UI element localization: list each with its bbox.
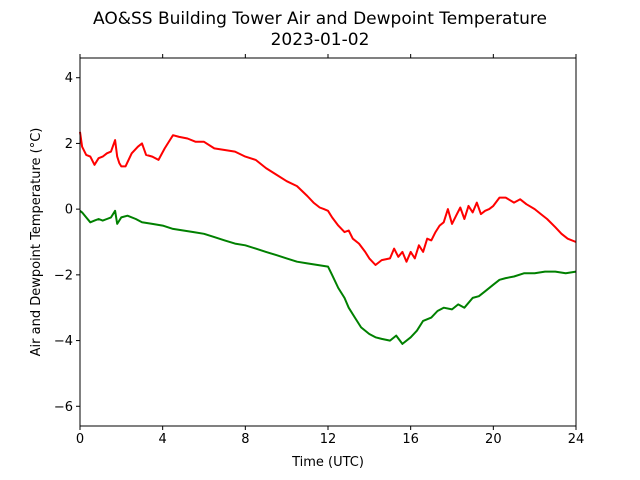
plot-series bbox=[79, 131, 577, 345]
x-tick-label: 12 bbox=[320, 432, 337, 447]
y-tick-label: −4 bbox=[54, 334, 73, 349]
chart-title: AO&SS Building Tower Air and Dewpoint Te… bbox=[93, 9, 547, 29]
plot-frame bbox=[79, 57, 577, 427]
y-axis-label: Air and Dewpoint Temperature (°C) bbox=[29, 128, 44, 357]
y-tick-label: 0 bbox=[65, 203, 73, 218]
series-line-0 bbox=[79, 131, 577, 266]
x-tick-label: 16 bbox=[402, 432, 419, 447]
x-tick-label: 0 bbox=[76, 432, 84, 447]
x-tick-label: 4 bbox=[159, 432, 167, 447]
y-tick-label: −2 bbox=[54, 268, 73, 283]
y-tick-label: −6 bbox=[54, 400, 73, 415]
x-tick-label: 24 bbox=[568, 432, 585, 447]
y-tick-label: 4 bbox=[65, 71, 73, 86]
x-axis-label: Time (UTC) bbox=[291, 455, 364, 470]
x-tick-label: 20 bbox=[485, 432, 502, 447]
y-tick-label: 2 bbox=[65, 137, 73, 152]
series-line-1 bbox=[79, 209, 577, 345]
x-tick-label: 8 bbox=[241, 432, 249, 447]
chart-subtitle: 2023-01-02 bbox=[271, 30, 370, 50]
